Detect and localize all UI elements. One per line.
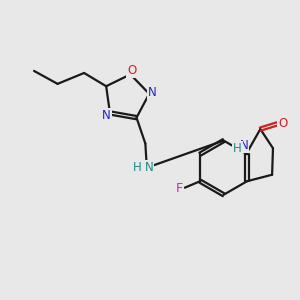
Text: N: N bbox=[240, 139, 248, 152]
Text: O: O bbox=[278, 117, 287, 130]
Text: N: N bbox=[148, 86, 157, 99]
Text: F: F bbox=[176, 182, 183, 195]
Text: O: O bbox=[127, 64, 136, 77]
Text: H: H bbox=[133, 160, 142, 174]
Text: N: N bbox=[102, 109, 111, 122]
Text: H: H bbox=[233, 142, 242, 155]
Text: N: N bbox=[145, 160, 154, 174]
